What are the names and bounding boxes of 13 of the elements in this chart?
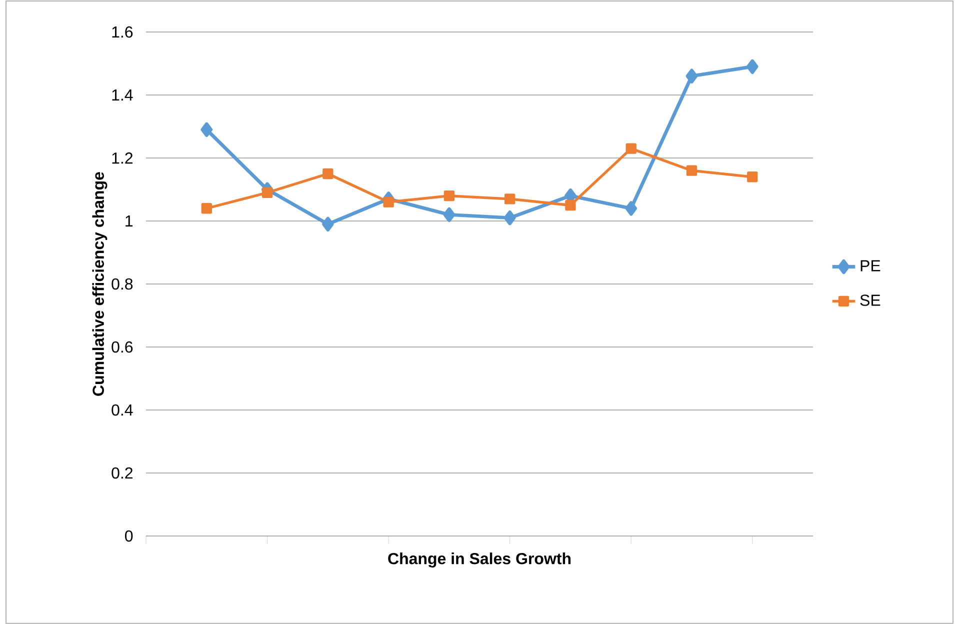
x-axis-title: Change in Sales Growth [388,552,571,568]
y-tick-label: 1.4 [112,90,133,100]
y-tick-label: 0.8 [112,278,133,290]
y-tick-label: 0 [125,530,133,542]
y-tick-label: 0.4 [112,404,133,416]
y-tick-label: 0.6 [112,341,133,353]
y-axis-title: Cumulative efficiency change [92,172,108,396]
y-tick-label: 1.2 [112,152,132,164]
y-tick-label: 0.2 [112,467,132,479]
legend-label: SE [860,294,880,306]
y-tick-label: 1.6 [112,26,133,38]
legend-label: PE [860,260,880,272]
y-tick-label: 1 [126,216,133,226]
